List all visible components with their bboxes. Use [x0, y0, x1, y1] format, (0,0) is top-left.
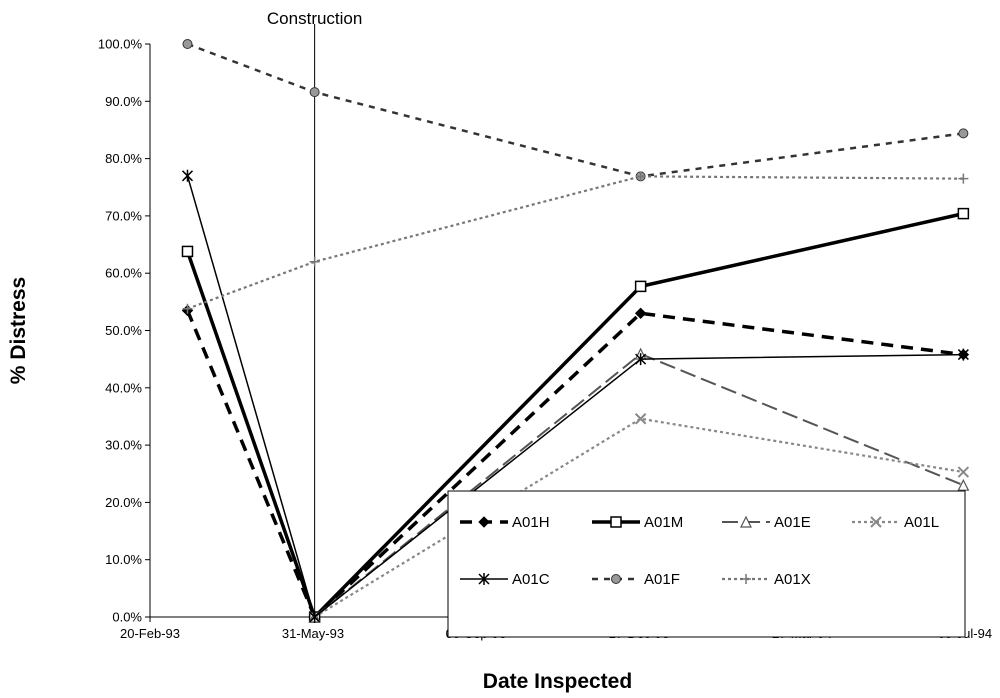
data-point-a01f	[309, 87, 320, 98]
y-tick-label: 60.0%	[105, 266, 142, 281]
legend-label-a01h: A01H	[512, 514, 550, 531]
series-line-a01m	[185, 211, 964, 621]
data-point-a01f	[958, 128, 969, 139]
series-line-a01x	[187, 175, 964, 310]
construction-annotation: Construction	[267, 9, 362, 28]
y-tick-label: 70.0%	[105, 208, 142, 223]
data-point-a01l	[634, 413, 647, 425]
data-point-a01f	[182, 39, 193, 49]
x-tick-label: 20-Feb-93	[120, 626, 180, 641]
legend-label-a01m: A01M	[644, 514, 683, 531]
legend-box	[447, 490, 966, 638]
y-tick-label: 40.0%	[105, 380, 142, 395]
legend: A01H A01M A01E A01L A01C A01F A01X	[447, 490, 966, 638]
legend-label-a01f: A01F	[644, 571, 680, 588]
series-a01c	[181, 169, 969, 623]
y-tick-label: 10.0%	[105, 552, 142, 567]
legend-marker-a01l	[870, 516, 882, 528]
data-point-a01m	[181, 245, 194, 258]
series-line-a01h	[185, 309, 964, 620]
legend-marker-a01h	[478, 516, 490, 528]
y-tick-label: 20.0%	[105, 495, 142, 510]
y-tick-label: 90.0%	[105, 94, 142, 109]
legend-marker-a01m	[610, 516, 622, 528]
x-axis-title: Date Inspected	[483, 670, 632, 693]
legend-marker-a01c	[478, 573, 490, 585]
data-point-a01e	[957, 478, 970, 491]
legend-label-a01x: A01X	[774, 571, 811, 588]
data-point-a01c	[957, 348, 969, 361]
y-tick-label: 30.0%	[105, 438, 142, 453]
data-point-a01x	[635, 171, 646, 182]
y-tick-label: 0.0%	[112, 610, 142, 625]
series-layer	[181, 39, 970, 623]
series-line-a01f	[187, 42, 964, 178]
data-point-a01c	[635, 353, 647, 366]
legend-marker-a01e	[740, 515, 752, 528]
x-tick-label: 31-May-93	[282, 626, 344, 641]
legend-marker-a01x	[741, 574, 751, 584]
data-point-a01h	[634, 307, 647, 320]
y-axis-title: % Distress	[7, 277, 30, 384]
data-point-a01m	[634, 280, 647, 293]
legend-label-a01c: A01C	[512, 571, 550, 588]
y-tick-label: 50.0%	[105, 323, 142, 338]
series-line-a01l	[314, 417, 964, 618]
data-point-a01x	[182, 303, 193, 314]
legend-label-a01l: A01L	[904, 514, 939, 531]
data-point-a01c	[181, 169, 194, 182]
series-a01f	[182, 39, 969, 182]
data-point-a01x	[958, 173, 969, 184]
y-axis-ticks: 0.0% 10.0% 20.0% 30.0% 40.0% 50.0% 60.0% 70.0% 8…	[98, 37, 150, 625]
series-line-a01c	[186, 175, 964, 619]
series-a01x	[182, 171, 969, 314]
data-point-a01m	[957, 207, 970, 220]
data-point-a01x	[309, 256, 320, 267]
data-point-a01c	[309, 611, 321, 623]
y-tick-label: 80.0%	[105, 151, 142, 166]
legend-label-a01e: A01E	[774, 514, 811, 531]
legend-marker-a01f	[611, 574, 621, 584]
data-point-a01l	[957, 466, 970, 478]
y-tick-label: 100.0%	[98, 37, 143, 52]
